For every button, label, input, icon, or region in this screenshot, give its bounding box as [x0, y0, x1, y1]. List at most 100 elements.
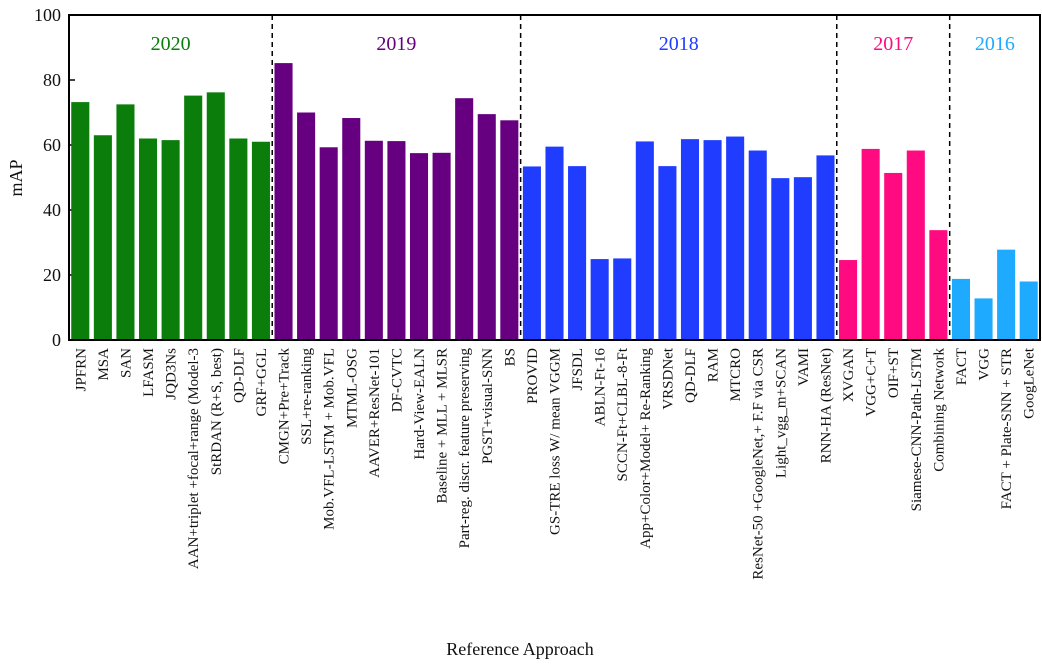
y-axis-label: mAP: [6, 159, 26, 196]
x-tick-label: JFSDL: [570, 348, 586, 391]
bar: [884, 172, 903, 340]
bar: [161, 140, 180, 340]
bar: [771, 178, 790, 340]
bar: [139, 138, 158, 340]
y-tick-label: 100: [34, 5, 61, 25]
x-tick-label: DF-CVTC: [389, 348, 405, 412]
x-tick-label: Light_vgg_m+SCAN: [773, 348, 789, 478]
bar: [184, 95, 203, 340]
x-tick-label: QD-DLF: [231, 348, 247, 403]
bar: [906, 150, 925, 340]
bar: [793, 177, 812, 340]
x-tick-label: Combining Network: [931, 348, 947, 472]
x-tick-label: VRSDNet: [660, 347, 676, 410]
bar: [545, 146, 564, 340]
x-tick-label: Siamese-CNN-Path-LSTM: [909, 348, 925, 511]
y-tick-label: 20: [43, 265, 61, 285]
bar: [929, 230, 948, 340]
x-tick-label: Mob.VFL-LSTM + Mob.VFL: [322, 348, 338, 530]
x-tick-label: SAN: [118, 348, 134, 378]
bar: [477, 114, 496, 340]
y-tick-label: 0: [52, 330, 61, 350]
y-tick-label: 80: [43, 70, 61, 90]
x-tick-label: App+Color+Model+ Re-Ranking: [638, 348, 654, 549]
x-tick-label: GoogLeNet: [1022, 347, 1038, 419]
bar: [206, 92, 225, 340]
bar: [93, 135, 112, 340]
x-tick-label: Part-reg. discr. feature preserving: [457, 348, 473, 549]
bar: [839, 260, 858, 340]
bar: [71, 102, 90, 340]
bar: [951, 278, 970, 340]
x-tick-label: QD-DLF: [683, 348, 699, 403]
bar: [997, 249, 1016, 340]
x-tick-label: SCCN-Ft+CLBL-8-Ft: [615, 347, 631, 481]
bar: [816, 155, 835, 340]
x-tick-label: Hard-View-EALN: [412, 348, 428, 460]
x-tick-label: MTCRO: [728, 348, 744, 402]
x-tick-label: MTML-OSG: [344, 348, 360, 428]
bar: [251, 141, 270, 340]
x-tick-label: ResNet-50 +GoogleNet,+ F.F via CSR: [751, 348, 767, 580]
bar: [748, 150, 767, 340]
bar: [500, 120, 519, 340]
y-tick-label: 60: [43, 135, 61, 155]
bar: [703, 140, 722, 340]
x-tick-label: FACT: [954, 348, 970, 385]
bar: [364, 140, 383, 340]
group-label: 2017: [873, 33, 913, 55]
x-tick-label: CMGN+Pre+Track: [277, 348, 293, 465]
bar: [229, 138, 248, 340]
x-tick-label: ABLN-Ft-16: [593, 348, 609, 427]
x-tick-label: PROVID: [525, 348, 541, 404]
x-tick-label: VGG+C+T: [864, 348, 880, 417]
x-tick-label: BS: [502, 348, 518, 366]
x-tick-label: AAVER+ResNet-101: [367, 348, 383, 478]
bar: [726, 136, 745, 340]
bar: [116, 104, 135, 340]
bar: [635, 141, 654, 340]
x-tick-label: MSA: [96, 348, 112, 381]
bar: [409, 153, 429, 340]
bar: [1019, 281, 1038, 340]
x-tick-label: FACT + Plate-SNN + STR: [999, 348, 1015, 509]
x-tick-label: SSL+re-ranking: [299, 348, 315, 445]
bar: [274, 63, 293, 340]
x-tick-label: OIF+ST: [886, 348, 902, 398]
bar: [658, 166, 677, 340]
bar: [680, 139, 700, 340]
x-tick-label: LFASM: [141, 348, 157, 397]
bar: [455, 98, 474, 340]
x-tick-label: GS-TRE loss W/ mean VGGM: [548, 348, 564, 535]
group-label: 2019: [376, 33, 416, 55]
bar: [522, 166, 541, 340]
group-label: 2016: [975, 33, 1015, 55]
x-tick-label: JPFRN: [73, 348, 89, 392]
x-tick-label: PGST+visual-SNN: [480, 348, 496, 464]
group-label: 2020: [151, 33, 191, 55]
bar: [432, 152, 451, 340]
x-tick-label: AAN+triplet +focal+range (Model-3: [186, 348, 202, 569]
x-tick-label: XVGAN: [841, 348, 857, 402]
bar: [342, 118, 361, 341]
x-tick-label: RAM: [706, 348, 722, 382]
x-tick-label: RNN-HA (ResNet): [818, 348, 834, 463]
x-tick-label: VGG: [977, 348, 993, 381]
plot-frame: [68, 14, 1041, 341]
x-axis-label: Reference Approach: [446, 639, 593, 659]
x-tick-label: JQD3Ns: [164, 348, 180, 400]
bar: [319, 147, 338, 340]
bar: [974, 298, 993, 340]
bar: [590, 259, 609, 340]
x-tick-label: StRDAN (R+S, best): [209, 348, 225, 475]
bar: [297, 112, 316, 340]
x-tick-label: GRF+GGL: [254, 348, 270, 416]
bar: [613, 258, 632, 340]
x-tick-label: VAMI: [796, 348, 812, 386]
bar: [861, 148, 880, 340]
x-tick-label: Baseline + MLL + MLSR: [435, 348, 451, 504]
bar: [387, 141, 406, 340]
y-tick-label: 40: [43, 200, 61, 220]
bar: [568, 166, 587, 340]
